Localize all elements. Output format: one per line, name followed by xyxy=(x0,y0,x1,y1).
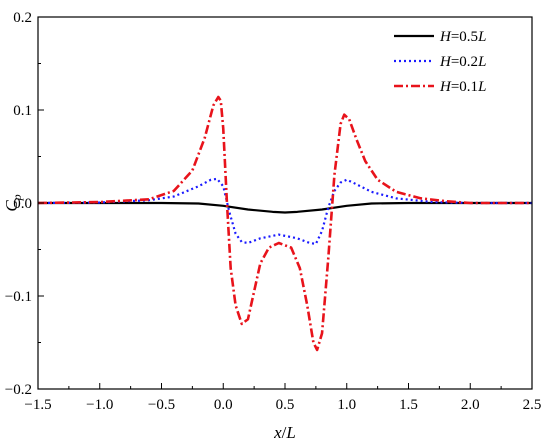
x-tick-label: 1.0 xyxy=(337,397,356,413)
y-tick-label: 0.0 xyxy=(13,196,32,212)
series-line-h05l xyxy=(38,201,532,214)
y-axis-title: Cp xyxy=(2,194,24,211)
series-line-h01l xyxy=(37,95,532,352)
x-tick-label: 1.5 xyxy=(399,397,418,413)
legend-label-h02: H=0.2L xyxy=(439,54,486,70)
y-tick-label: 0.2 xyxy=(13,10,32,26)
x-axis-title: x/L xyxy=(273,423,296,442)
x-tick-label: 0.0 xyxy=(214,397,233,413)
x-tick-label: 2.0 xyxy=(461,397,480,413)
svg-text:Cp: Cp xyxy=(2,194,24,211)
series-line-h02l xyxy=(37,177,532,246)
legend-label-h01: H=0.1L xyxy=(439,79,486,95)
x-tick-label: −1.0 xyxy=(86,397,113,413)
legend-label-h05: H=0.5L xyxy=(439,29,486,45)
y-tick-label: −0.1 xyxy=(5,289,32,305)
x-tick-label: 2.5 xyxy=(523,397,542,413)
legend: H=0.5L H=0.2L H=0.1L xyxy=(394,29,486,95)
y-tick-label: 0.1 xyxy=(13,103,32,119)
x-tick-label: −0.5 xyxy=(148,397,175,413)
x-tick-label: 0.5 xyxy=(276,397,295,413)
x-tick-label: −1.5 xyxy=(24,397,51,413)
y-tick-label: −0.2 xyxy=(5,382,32,398)
plot-area xyxy=(37,95,532,352)
